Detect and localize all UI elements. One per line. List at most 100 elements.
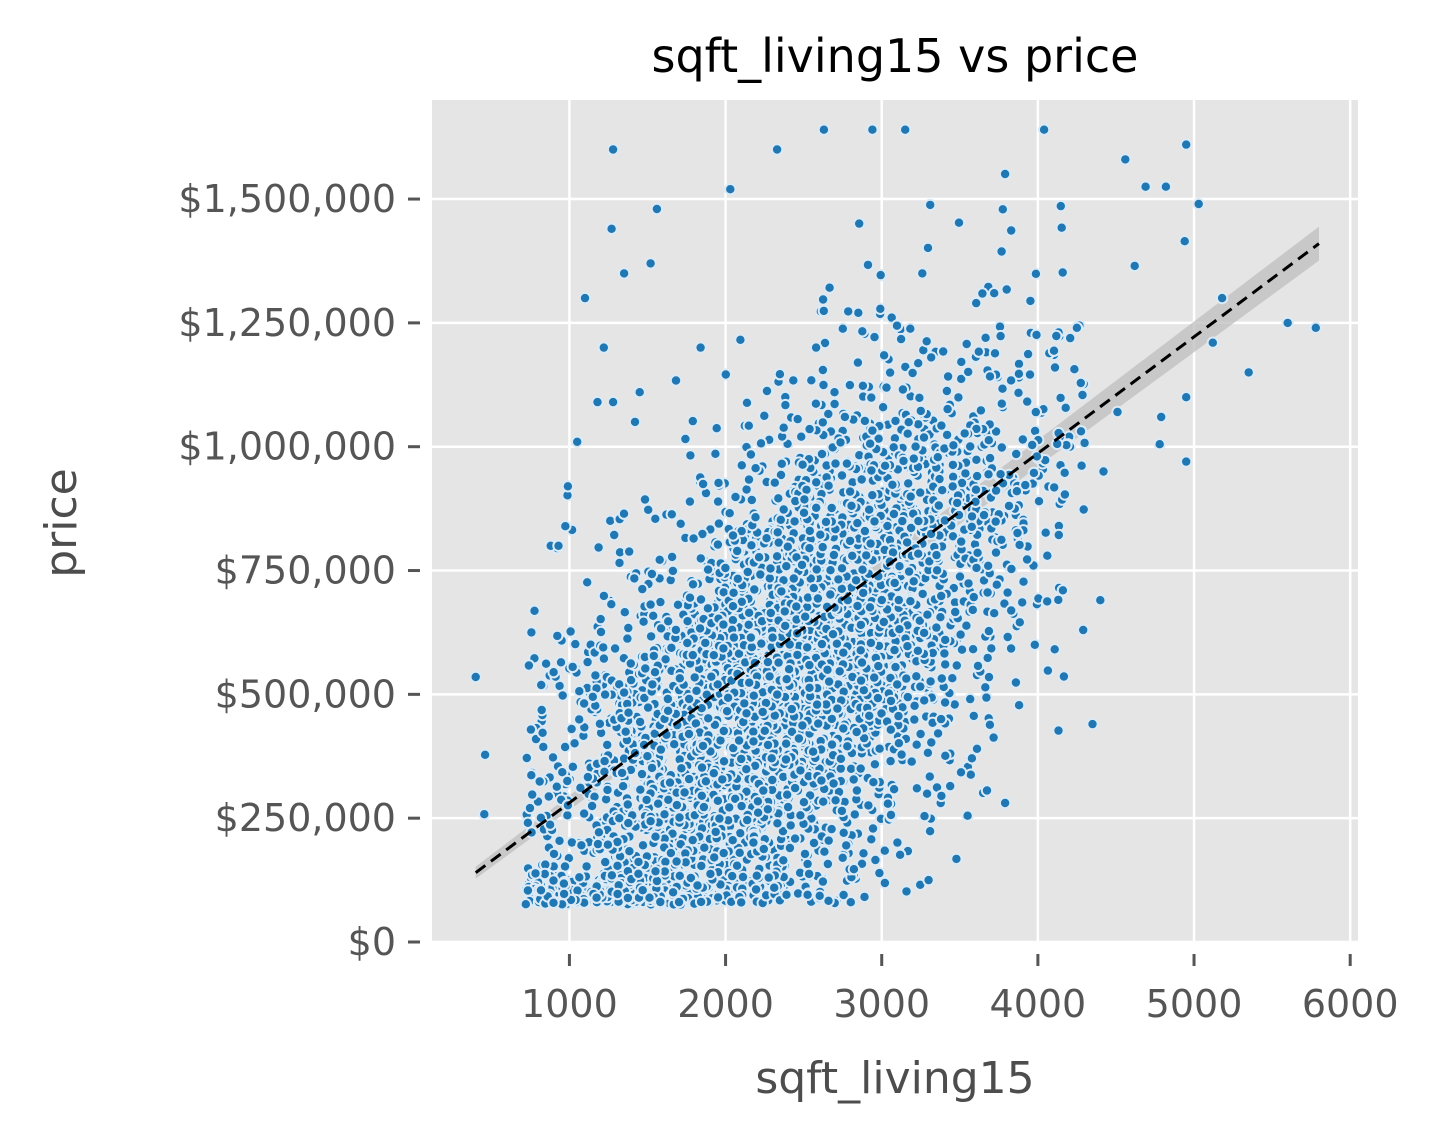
scatter-point [712,517,726,530]
scatter-point [1028,638,1042,651]
scatter-point [521,884,535,897]
scatter-point [874,268,887,282]
scatter-point [1070,321,1084,334]
x-tick-label: 6000 [1302,982,1399,1026]
scatter-point [971,659,985,673]
scatter-point [624,673,638,687]
scatter-point [977,508,991,522]
scatter-point [925,736,938,749]
scatter-point [632,855,645,869]
scatter-point [738,697,751,710]
scatter-point [649,830,662,843]
scatter-point [1153,438,1166,451]
scatter-point [726,869,739,883]
scatter-point [566,660,579,674]
scatter-point [878,844,891,857]
scatter-point [990,578,1003,591]
scatter-point [908,713,921,726]
scatter-point [950,659,963,672]
scatter-point [581,770,595,784]
scatter-point [719,561,732,575]
scatter-point [611,859,624,872]
scatter-point [761,655,775,669]
scatter-point [711,538,725,551]
scatter-point [542,790,555,803]
scatter-point [522,659,536,672]
scatter-point [803,542,816,555]
scatter-point [982,434,995,447]
scatter-point [976,287,989,300]
scatter-point [803,681,816,694]
scatter-point [670,798,684,812]
scatter-point [902,477,915,490]
scatter-point [989,546,1003,559]
scatter-point [571,435,584,448]
scatter-point [592,541,605,554]
scatter-point [632,867,645,880]
scatter-point [735,752,748,766]
scatter-point [817,378,830,392]
scatter-point [958,427,971,440]
scatter-point [760,532,773,545]
scatter-point [561,774,574,788]
scatter-point [924,675,937,688]
scatter-point [938,696,952,709]
scatter-point [817,123,831,136]
scatter-point [640,793,653,807]
scatter-point [910,670,923,683]
scatter-point [815,774,828,787]
scatter-point [788,832,802,845]
scatter-point [1128,259,1141,273]
scatter-point [831,702,844,715]
scatter-point [904,595,917,608]
scatter-point [586,690,599,703]
scatter-point [904,322,917,335]
scatter-point [780,560,793,573]
scatter-point [635,767,649,781]
scatter-point [605,222,618,236]
scatter-point [721,691,735,704]
scatter-point [939,633,952,647]
scatter-point [797,796,811,809]
scatter-point [801,857,814,871]
scatter-point [996,203,1009,216]
scatter-point [636,839,650,852]
scatter-point [554,656,568,669]
scatter-point [816,363,830,377]
scatter-point [535,703,548,717]
scatter-point [592,826,606,839]
x-axis: 1000 2000 3000 4000 5000 6000 [521,954,1399,1026]
scatter-point [900,536,914,549]
scatter-point [813,889,826,902]
scatter-point [751,806,765,819]
scatter-point [547,847,561,861]
scatter-point [955,535,968,548]
scatter-point [837,826,850,839]
scatter-point [901,690,914,704]
scatter-point [972,345,985,358]
scatter-point [855,656,869,669]
scatter-point [623,845,636,858]
scatter-point [946,672,959,685]
y-tick-label: $250,000 [215,796,396,840]
scatter-point [681,636,694,650]
scatter-point [944,779,957,793]
scatter-point [923,770,936,783]
scatter-point [633,715,647,729]
scatter-point [822,834,835,847]
scatter-point [1005,224,1018,237]
scatter-point [775,457,788,470]
scatter-point [1074,425,1088,438]
scatter-point [950,852,963,866]
scatter-point [817,304,830,318]
scatter-point [651,797,665,810]
scatter-point [617,267,631,280]
scatter-point [847,863,861,876]
scatter-point [709,825,722,839]
scatter-point [768,476,781,489]
scatter-point [868,330,881,344]
scatter-point [891,836,904,849]
scatter-point [798,493,811,506]
scatter-point [911,644,925,657]
scatter-point [763,670,776,683]
